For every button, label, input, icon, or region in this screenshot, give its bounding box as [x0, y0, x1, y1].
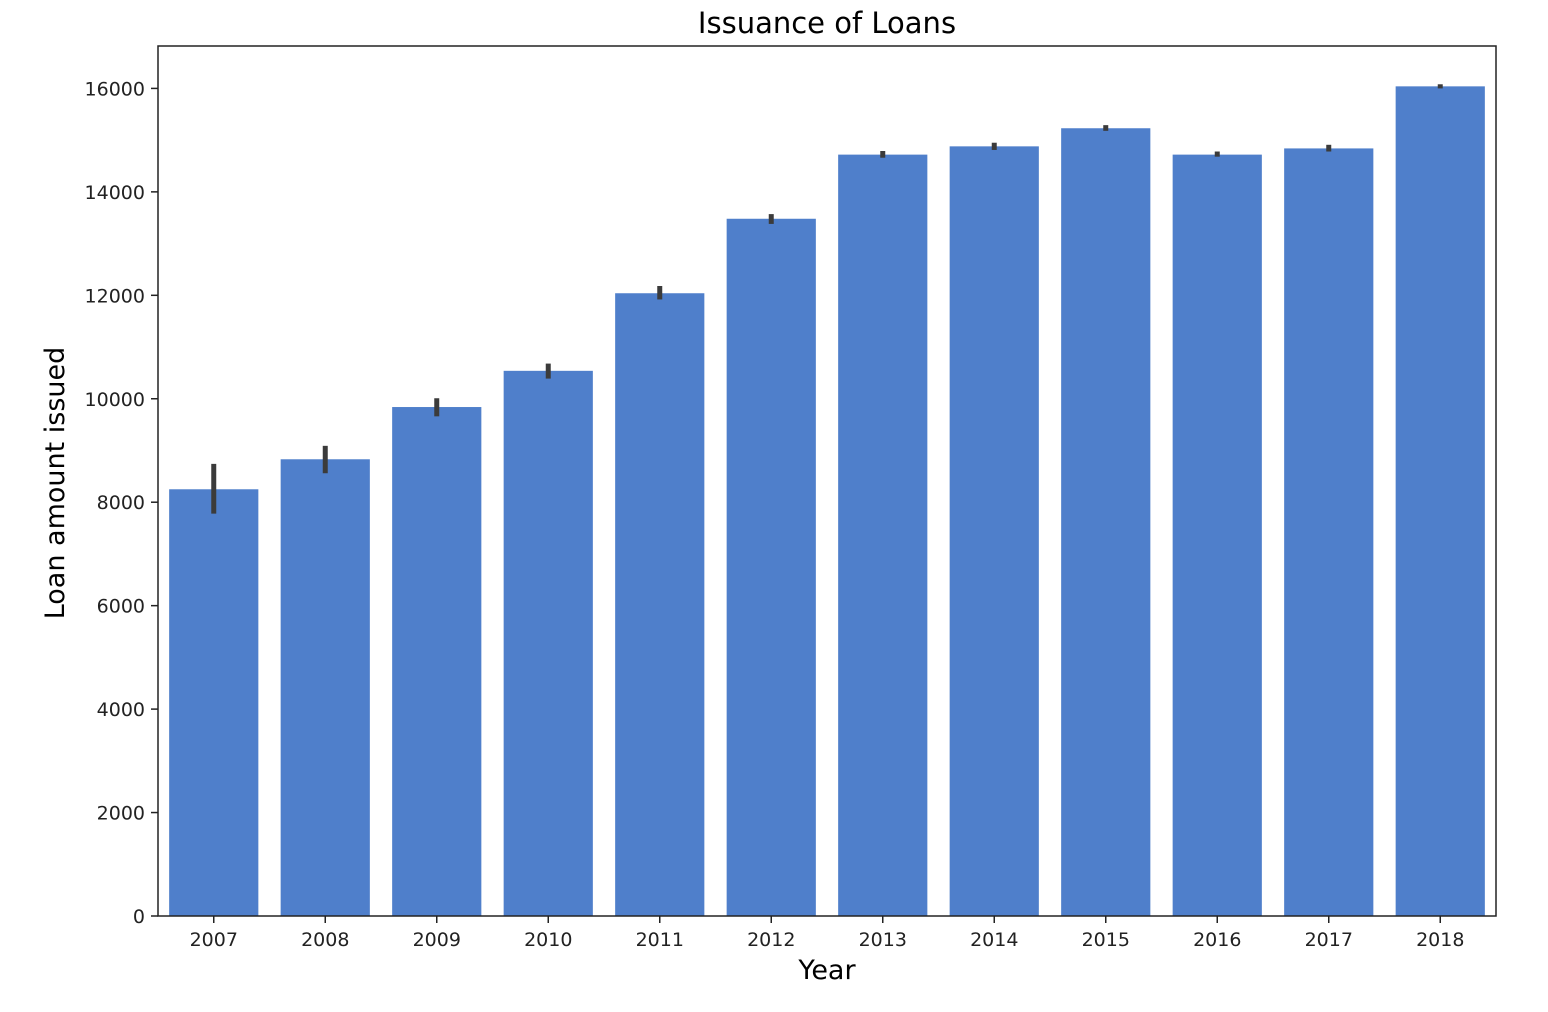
bar-2007 [169, 489, 259, 916]
x-tick-label-2013: 2013 [859, 929, 907, 951]
x-tick-label-2012: 2012 [747, 929, 795, 951]
bar-2016 [1172, 154, 1262, 916]
y-tick-label-6000: 6000 [97, 596, 145, 618]
bars-group [169, 86, 1485, 917]
error-bars-group [211, 84, 1443, 514]
bar-2008 [280, 459, 370, 916]
x-tick-label-2017: 2017 [1305, 929, 1353, 951]
x-tick-label-2016: 2016 [1193, 929, 1241, 951]
y-axis-label: Loan amount issued [40, 347, 71, 620]
x-tick-label-2010: 2010 [524, 929, 572, 951]
x-axis-label: Year [797, 955, 856, 986]
y-axis-ticks: 0 2000 4000 6000 8000 10000 12000 14000 16000 [85, 78, 158, 928]
bar-2010 [503, 370, 593, 916]
bar-2013 [838, 154, 928, 916]
x-axis-ticks: 2007 2008 2009 2010 2011 2012 2013 2014 2015 2016… [190, 916, 1464, 951]
bar-2017 [1284, 148, 1374, 916]
y-tick-label-12000: 12000 [85, 285, 145, 307]
chart-title: Issuance of Loans [698, 6, 956, 40]
x-tick-label-2015: 2015 [1082, 929, 1130, 951]
y-tick-label-16000: 16000 [85, 78, 145, 100]
bar-2014 [949, 146, 1039, 916]
x-tick-label-2008: 2008 [301, 929, 349, 951]
y-tick-label-10000: 10000 [85, 389, 145, 411]
y-tick-label-14000: 14000 [85, 182, 145, 204]
bar-2018 [1395, 86, 1485, 916]
x-tick-label-2018: 2018 [1416, 929, 1464, 951]
x-tick-label-2011: 2011 [636, 929, 684, 951]
bar-2012 [726, 218, 816, 917]
y-tick-label-8000: 8000 [97, 492, 145, 514]
bar-2011 [615, 293, 705, 916]
bar-2009 [392, 407, 482, 916]
bar-2015 [1061, 128, 1151, 916]
y-tick-label-2000: 2000 [97, 803, 145, 825]
plot-frame [157, 45, 1497, 917]
y-tick-label-0: 0 [133, 906, 145, 928]
x-tick-label-2009: 2009 [413, 929, 461, 951]
x-tick-label-2014: 2014 [970, 929, 1018, 951]
y-tick-label-4000: 4000 [97, 699, 145, 721]
x-tick-label-2007: 2007 [190, 929, 238, 951]
